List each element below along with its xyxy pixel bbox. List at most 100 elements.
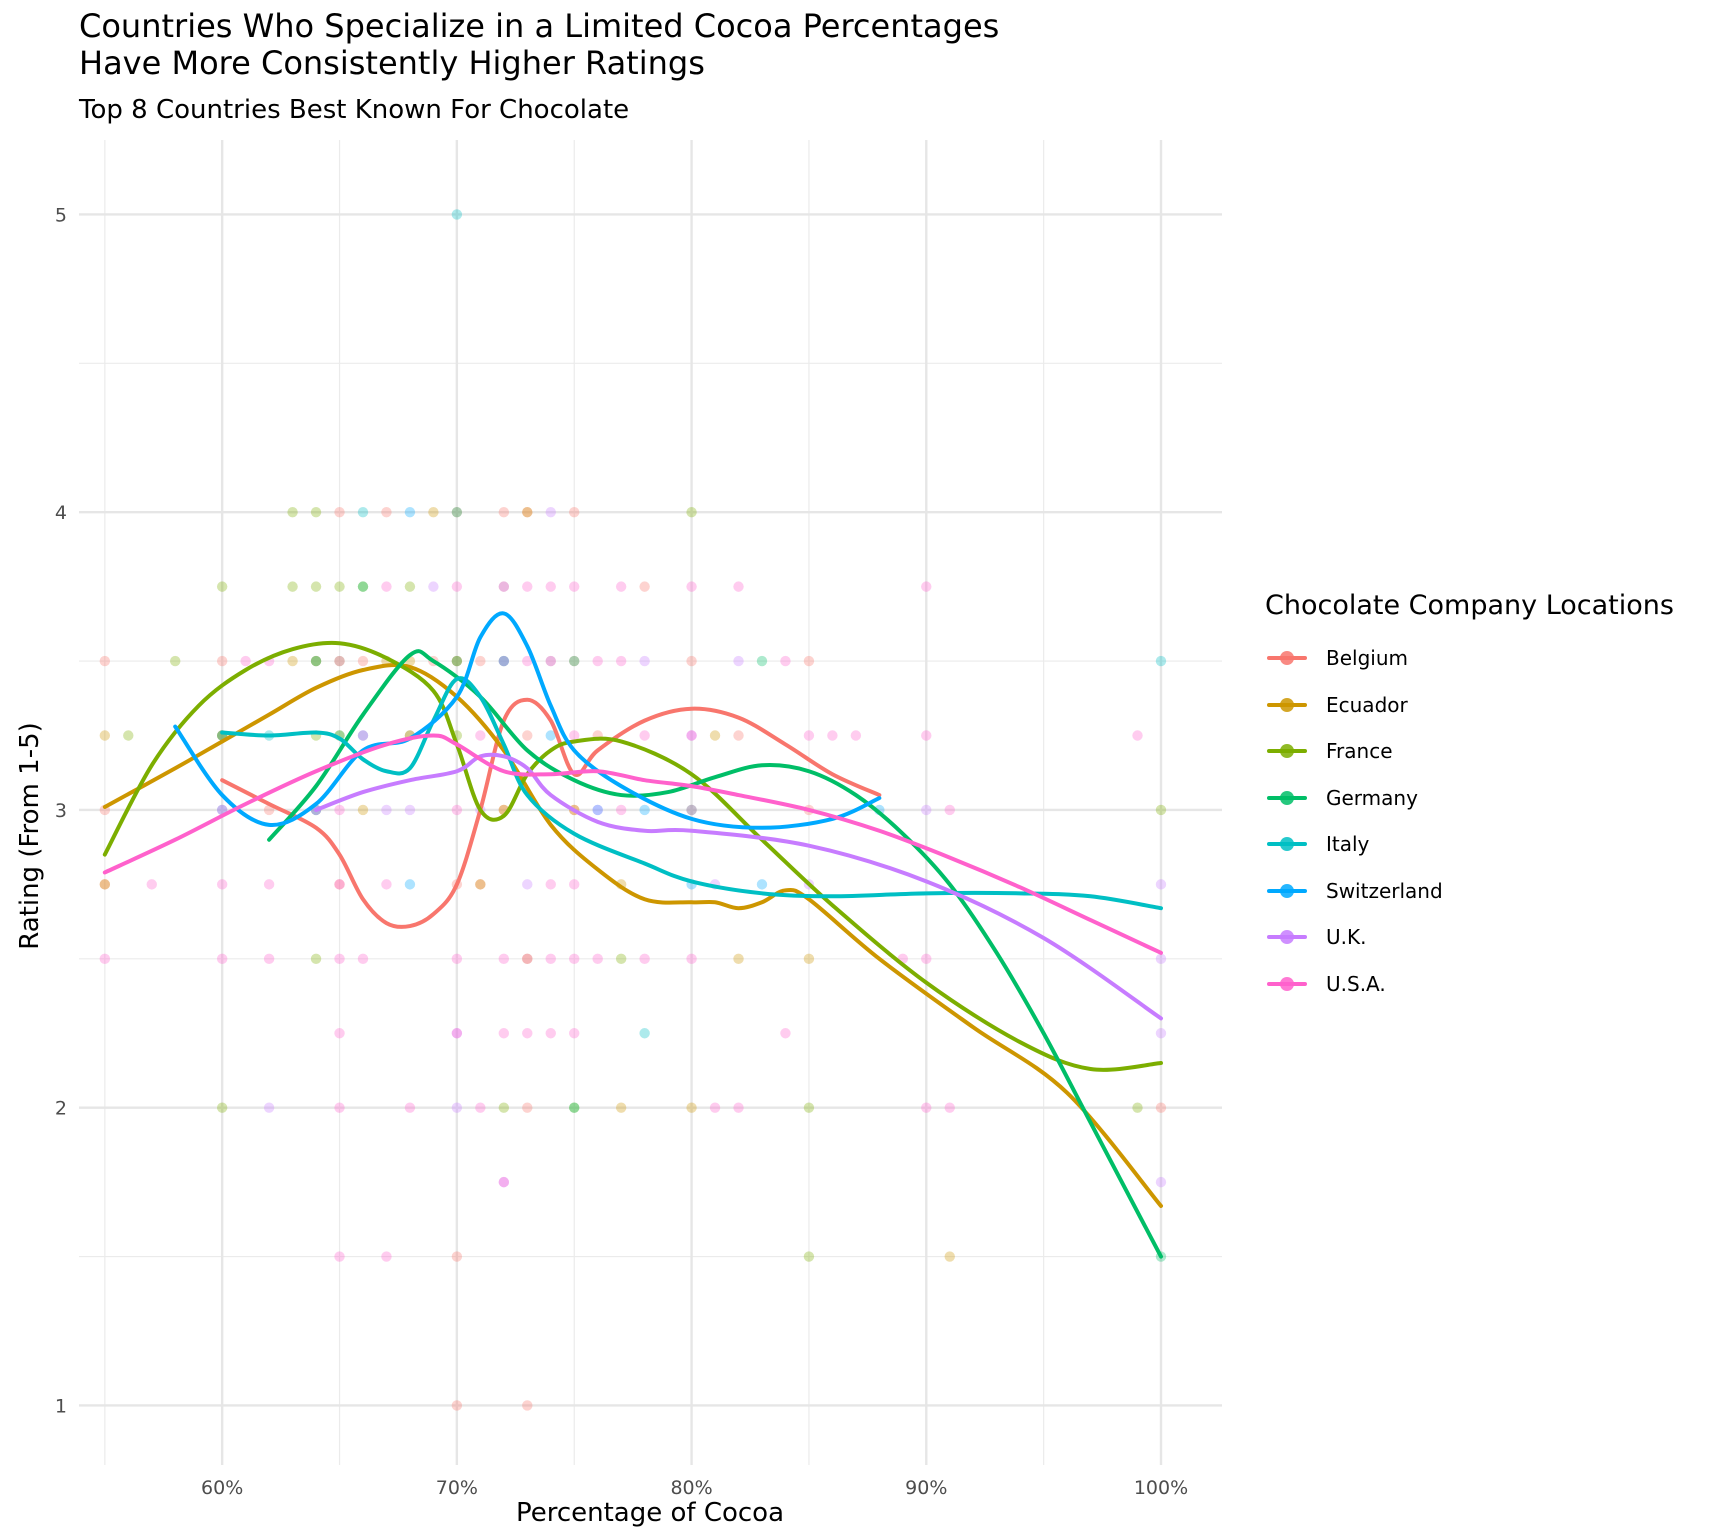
chart-subtitle: Top 8 Countries Best Known For Chocolate [79,95,630,125]
data-point [522,730,533,741]
trend-line [102,663,1163,1208]
data-point [615,1102,627,1113]
data-point [569,1028,580,1039]
data-point [686,804,697,816]
data-point [334,879,345,890]
data-point [498,655,510,667]
data-point [498,1176,510,1188]
data-point [451,506,463,518]
data-point [1132,1102,1143,1113]
data-point [357,506,369,518]
data-point [545,1028,556,1039]
data-point [569,655,580,667]
data-point [545,655,556,667]
data-point [592,804,603,816]
data-point [944,804,955,816]
data-point [310,655,322,667]
data-point [522,1028,533,1039]
data-point [803,730,815,741]
data-point [921,804,932,816]
data-point [170,655,181,667]
trend-line [220,676,1163,911]
data-point [545,581,556,592]
legend-key [1265,739,1309,763]
trend-line [102,733,1163,955]
data-point [498,655,510,667]
legend-label: France [1326,739,1393,764]
data-point [451,506,463,518]
data-point [99,730,111,741]
data-point [569,1102,580,1113]
data-point [569,953,580,965]
legend-item: Italy [1265,821,1674,868]
data-point [569,655,580,667]
data-point [545,506,556,518]
data-point [545,655,556,667]
data-point [381,804,392,816]
data-point [522,655,533,667]
legend-item: Ecuador [1265,682,1674,729]
data-point [357,581,369,592]
data-point [569,506,580,518]
data-point [404,506,416,518]
data-point [498,1028,510,1039]
data-point [146,879,157,890]
data-point [780,1028,791,1039]
data-point [357,655,369,667]
grid-minor [79,140,1222,1465]
data-point [451,655,463,667]
data-point [404,581,416,592]
legend-label: Switzerland [1326,878,1443,903]
data-point [733,953,744,965]
data-point [451,804,463,816]
data-point [803,1102,815,1113]
data-point [451,581,463,592]
data-point [334,804,345,816]
data-point [287,581,298,592]
data-point [545,953,556,965]
data-point [522,1102,533,1113]
data-point [522,953,533,965]
data-point [498,506,510,518]
data-point [780,655,791,667]
legend-key [1265,972,1309,996]
y-tick-label: 2 [55,1098,67,1120]
data-point [709,730,721,741]
data-point [639,730,650,741]
legend-label: Germany [1326,785,1418,810]
data-point [522,581,533,592]
data-point [1155,879,1167,890]
data-point [803,655,815,667]
data-point [921,1102,932,1113]
data-point [1155,953,1167,965]
data-point [850,730,862,741]
data-point [451,1028,463,1039]
data-point [522,506,533,518]
y-axis-title: Rating (From 1-5) [15,722,45,950]
data-point [686,804,697,816]
chart-title: Countries Who Specialize in a Limited Co… [79,7,1000,82]
legend-label: U.K. [1326,925,1367,950]
data-point [216,1102,228,1113]
y-tick-label: 5 [55,204,67,226]
data-point [334,581,345,592]
x-tick-label: 100% [1134,1477,1188,1499]
data-point [451,1251,463,1262]
data-point [428,506,439,518]
data-point [334,506,345,518]
data-point [1132,730,1143,741]
data-point [639,953,650,965]
data-point [498,581,510,592]
legend-key [1265,925,1309,949]
data-point [944,1102,955,1113]
grid-major [79,140,1222,1465]
data-point [263,953,275,965]
data-point [475,655,486,667]
data-point [686,506,697,518]
data-point [310,655,322,667]
data-point [475,730,486,741]
data-point [686,581,697,592]
legend-key [1265,646,1309,670]
data-point [921,730,932,741]
